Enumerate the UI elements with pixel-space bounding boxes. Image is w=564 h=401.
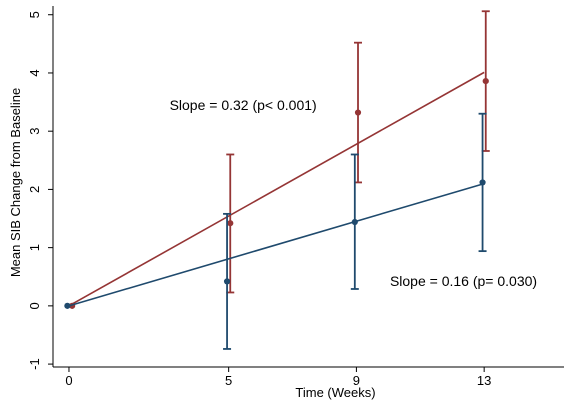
x-tick-label: 13 xyxy=(477,373,491,388)
x-tick-label: 5 xyxy=(225,373,232,388)
y-tick-label: 3 xyxy=(27,128,42,135)
y-axis-title: Mean SIB Change from Baseline xyxy=(8,88,23,277)
y-tick-label: 2 xyxy=(27,186,42,193)
series-1-fit-line xyxy=(68,182,485,307)
x-axis-title: Time (Weeks) xyxy=(295,385,375,400)
series-0-point xyxy=(227,220,234,227)
slope-annotation: Slope = 0.32 (p< 0.001) xyxy=(170,97,317,113)
series-0-point xyxy=(354,109,362,116)
series-1-point xyxy=(479,179,486,186)
series-1-point xyxy=(351,218,358,226)
y-tick-label: -1 xyxy=(27,358,42,370)
x-tick-label: 9 xyxy=(353,373,360,388)
y-tick-label: 0 xyxy=(27,302,42,309)
series-1-point xyxy=(223,278,231,285)
series-0-fit-line xyxy=(68,71,485,307)
slope-annotation: Slope = 0.16 (p= 0.030) xyxy=(390,273,537,289)
series-0-point xyxy=(482,78,489,85)
y-tick-label: 1 xyxy=(27,244,42,251)
y-tick-label: 4 xyxy=(27,69,42,76)
y-tick-label: 5 xyxy=(27,11,42,18)
series-1-point xyxy=(64,302,71,309)
x-tick-label: 0 xyxy=(65,373,72,388)
